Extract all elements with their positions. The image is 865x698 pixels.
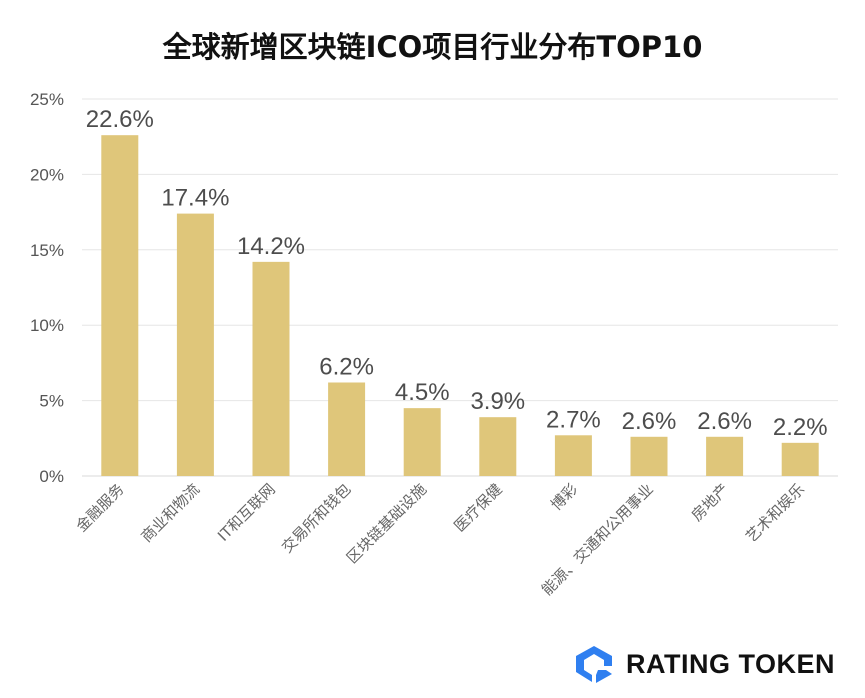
bar (479, 417, 517, 476)
data-label: 22.6% (86, 106, 154, 133)
data-label: 2.6% (622, 408, 677, 435)
bar (176, 213, 214, 476)
rating-token-logo-icon (576, 646, 612, 683)
bar (403, 408, 441, 476)
category-label: 医疗保健 (450, 480, 505, 535)
y-tick-label: 25% (30, 90, 64, 109)
y-tick-label: 15% (30, 241, 64, 260)
bar (781, 442, 819, 476)
bar (630, 436, 668, 476)
category-label: 房地产 (688, 480, 733, 525)
bar (706, 436, 744, 476)
y-tick-label: 5% (39, 392, 64, 411)
category-label: 商业和物流 (137, 480, 203, 546)
category-label: 交易所和钱包 (278, 480, 354, 556)
data-label: 14.2% (237, 233, 305, 260)
category-label: 金融服务 (72, 480, 127, 535)
data-label: 2.7% (546, 406, 601, 433)
category-label: 艺术和娱乐 (742, 480, 808, 546)
data-label: 2.6% (697, 408, 752, 435)
y-tick-label: 10% (30, 316, 64, 335)
data-label: 2.2% (773, 414, 828, 441)
data-label: 17.4% (161, 185, 229, 212)
brand-name: RATING TOKEN (626, 648, 836, 679)
category-label: 博彩 (547, 480, 581, 514)
data-label: 3.9% (470, 388, 525, 415)
y-tick-label: 0% (39, 467, 64, 486)
bar (101, 135, 139, 476)
category-label: 区块链基础设施 (343, 480, 430, 567)
data-label: 4.5% (395, 379, 450, 406)
bar (328, 382, 366, 476)
brand-logo: RATING TOKEN (574, 644, 835, 684)
bar (252, 261, 290, 476)
y-tick-label: 20% (30, 165, 64, 184)
bar (554, 435, 592, 476)
chart-title: 全球新增区块链ICO项目行业分布TOP10 (162, 30, 703, 64)
data-label: 6.2% (319, 354, 374, 381)
category-label: IT和互联网 (214, 480, 279, 545)
